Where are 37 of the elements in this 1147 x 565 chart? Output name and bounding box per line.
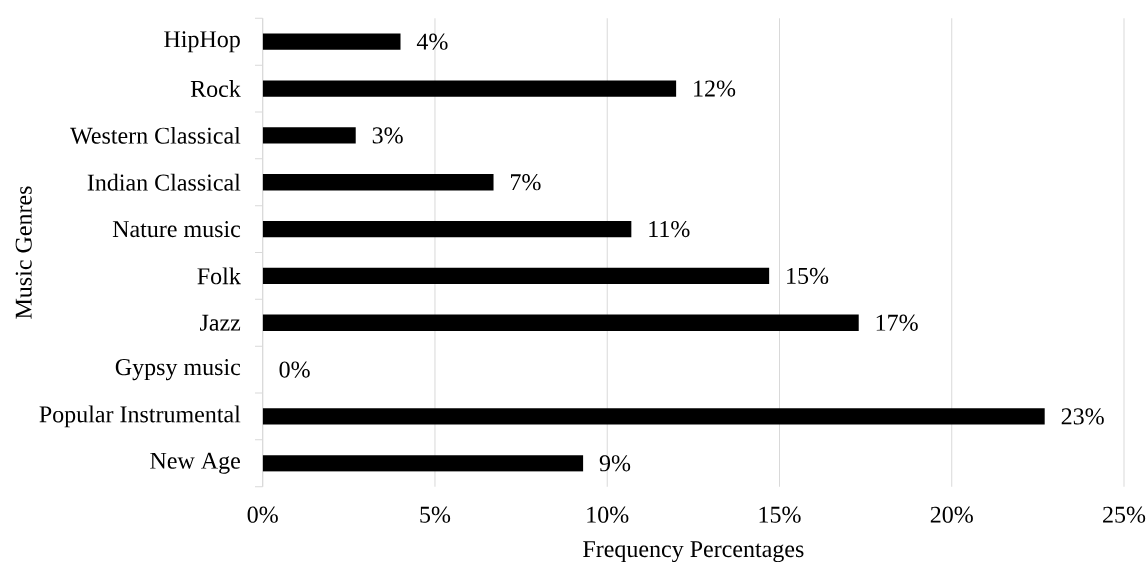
bar xyxy=(262,33,401,50)
bar xyxy=(262,174,494,191)
x-tick-label: 15% xyxy=(759,506,801,523)
y-tick-label: Rock xyxy=(190,80,241,97)
y-axis-title: Music Genres xyxy=(15,186,32,319)
y-tick-label: New Age xyxy=(150,452,240,474)
bar xyxy=(262,80,677,97)
data-label: 0% xyxy=(279,361,310,378)
data-label: 9% xyxy=(599,455,631,472)
y-tick-label: Gypsy music xyxy=(115,359,241,381)
x-tick-label: 25% xyxy=(1103,506,1146,523)
data-label: 4% xyxy=(416,33,448,50)
data-label: 15% xyxy=(787,267,829,285)
bar xyxy=(262,455,584,472)
y-tick-label: Western Classical xyxy=(70,126,241,144)
data-label: 17% xyxy=(876,314,918,331)
bar xyxy=(262,408,1045,425)
x-axis-title: Frequency Percentages xyxy=(583,541,804,563)
data-label: 11% xyxy=(649,220,690,238)
y-tick-label: HipHop xyxy=(164,31,240,53)
x-tick-label: 0% xyxy=(247,506,278,523)
x-tick-label: 10% xyxy=(587,506,629,523)
bar xyxy=(262,127,356,144)
data-label: 7% xyxy=(511,174,541,191)
y-tick-label: Popular Instrumental xyxy=(39,405,241,428)
data-label: 23% xyxy=(1061,408,1104,425)
y-tick-label: Nature music xyxy=(112,221,241,238)
x-tick-label: 5% xyxy=(420,506,451,523)
y-tick-label: Folk xyxy=(197,267,241,285)
bar xyxy=(262,267,770,285)
y-tick-label: Jazz xyxy=(200,314,241,331)
data-label: 12% xyxy=(694,80,736,97)
data-label: 3% xyxy=(372,127,403,144)
bar xyxy=(262,314,859,331)
bar xyxy=(262,220,632,238)
y-tick-label: Indian Classical xyxy=(87,173,241,191)
x-tick-label: 20% xyxy=(930,506,973,523)
